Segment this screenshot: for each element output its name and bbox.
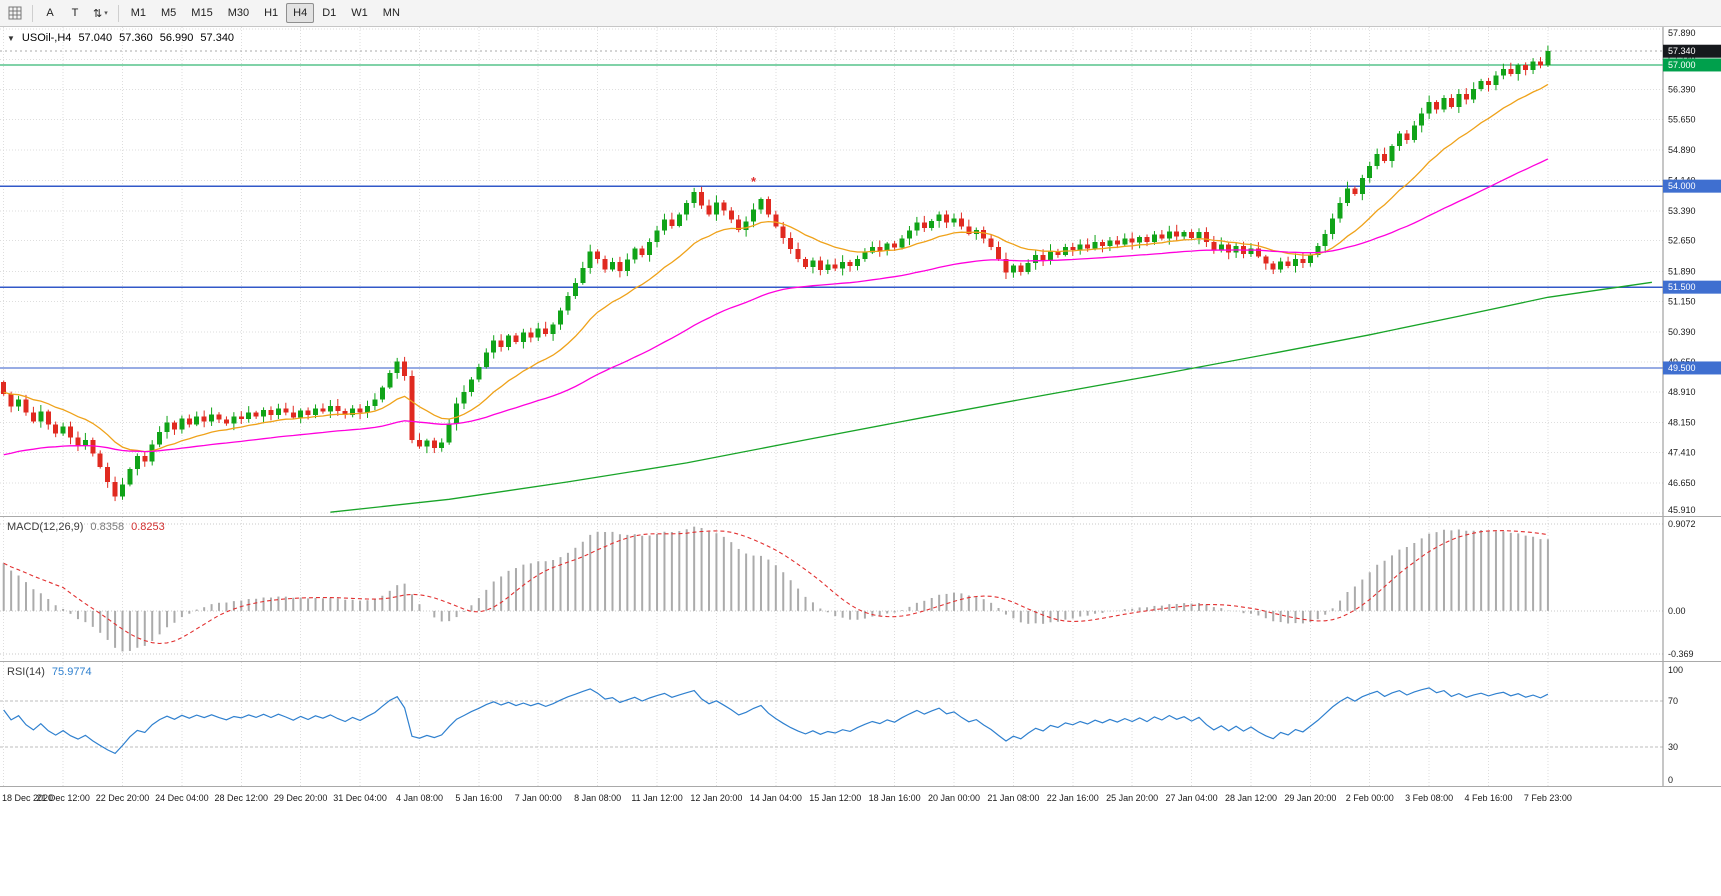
svg-text:0.00: 0.00 — [1668, 606, 1686, 616]
toolbar-separator — [32, 4, 33, 22]
updown-arrows-icon: ⇅ — [93, 7, 103, 20]
timeframe-m5-button[interactable]: M5 — [154, 3, 183, 23]
date-label: 22 Jan 16:00 — [1047, 793, 1099, 803]
svg-text:0.9072: 0.9072 — [1668, 519, 1696, 529]
svg-text:48.150: 48.150 — [1668, 418, 1696, 428]
vertical-gridlines — [3, 27, 1549, 516]
svg-text:54.000: 54.000 — [1668, 181, 1696, 191]
rsi-canvas[interactable]: 100 70 30 0 — [0, 662, 1721, 786]
svg-text:47.410: 47.410 — [1668, 447, 1696, 457]
date-label: 8 Jan 08:00 — [574, 793, 621, 803]
macd-canvas[interactable]: 0.9072 0.00 -0.369 — [0, 517, 1721, 661]
date-label: 18 Dec 2020 — [2, 793, 53, 803]
date-label: 22 Dec 20:00 — [96, 793, 150, 803]
chart-annotation: * — [751, 174, 757, 189]
date-label: 7 Feb 23:00 — [1524, 793, 1572, 803]
date-label: 31 Dec 04:00 — [333, 793, 387, 803]
timeframe-group: M1 M5 M15 M30 H1 H4 D1 W1 MN — [124, 3, 407, 23]
date-label: 18 Jan 16:00 — [869, 793, 921, 803]
svg-text:53.390: 53.390 — [1668, 206, 1696, 216]
svg-text:57.340: 57.340 — [1668, 46, 1696, 56]
date-label: 28 Dec 12:00 — [215, 793, 269, 803]
svg-text:52.650: 52.650 — [1668, 236, 1696, 246]
svg-text:54.890: 54.890 — [1668, 145, 1696, 155]
svg-text:-0.369: -0.369 — [1668, 649, 1694, 659]
svg-text:0: 0 — [1668, 775, 1673, 785]
svg-text:51.500: 51.500 — [1668, 282, 1696, 292]
timeframe-m15-button[interactable]: M15 — [184, 3, 219, 23]
chart-grid-icon-button[interactable] — [3, 3, 27, 23]
date-label: 4 Jan 08:00 — [396, 793, 443, 803]
date-label: 11 Jan 12:00 — [631, 793, 682, 803]
price-level-box — [1663, 179, 1721, 193]
rsi-line — [3, 687, 1549, 755]
svg-text:51.150: 51.150 — [1668, 296, 1696, 306]
fast-ma-line — [3, 83, 1549, 453]
price-level-box — [1663, 280, 1721, 294]
svg-text:100: 100 — [1668, 665, 1683, 675]
svg-text:46.650: 46.650 — [1668, 478, 1696, 488]
date-label: 27 Jan 04:00 — [1166, 793, 1218, 803]
date-label: 5 Jan 16:00 — [455, 793, 502, 803]
date-label: 28 Jan 12:00 — [1225, 793, 1277, 803]
candles — [1, 45, 1551, 502]
macd-histogram — [2, 526, 1549, 652]
main-chart-panel: 57.89057.14056.39055.65054.89054.14053.3… — [0, 27, 1721, 516]
svg-text:57.890: 57.890 — [1668, 28, 1696, 38]
vertical-gridlines — [3, 662, 1549, 786]
date-label: 3 Feb 08:00 — [1405, 793, 1453, 803]
date-label: 2 Feb 00:00 — [1346, 793, 1394, 803]
mid-ma-line — [3, 158, 1549, 456]
date-label: 12 Jan 20:00 — [690, 793, 742, 803]
timeframe-d1-button[interactable]: D1 — [315, 3, 343, 23]
cycle-symbols-dropdown-button[interactable]: ⇅ ▾ — [88, 3, 113, 23]
timeframe-w1-button[interactable]: W1 — [344, 3, 375, 23]
svg-text:50.390: 50.390 — [1668, 327, 1696, 337]
svg-text:56.390: 56.390 — [1668, 85, 1696, 95]
svg-text:55.650: 55.650 — [1668, 114, 1696, 124]
date-label: 15 Jan 12:00 — [809, 793, 861, 803]
svg-text:70: 70 — [1668, 696, 1678, 706]
svg-text:45.910: 45.910 — [1668, 505, 1696, 515]
date-label: 21 Jan 08:00 — [987, 793, 1039, 803]
chevron-down-icon: ▾ — [104, 10, 108, 17]
svg-text:30: 30 — [1668, 742, 1678, 752]
date-label: 29 Dec 20:00 — [274, 793, 328, 803]
empty-area — [0, 809, 1721, 896]
date-label: 24 Dec 04:00 — [155, 793, 209, 803]
date-label: 21 Dec 12:00 — [36, 793, 90, 803]
price-chart-canvas[interactable]: 57.89057.14056.39055.65054.89054.14053.3… — [0, 27, 1721, 516]
text-tool-button[interactable]: T — [63, 3, 87, 23]
time-axis-panel: 18 Dec 2020 21 Dec 12:00 22 Dec 20:00 24 De… — [0, 786, 1721, 809]
timeframe-m1-button[interactable]: M1 — [124, 3, 153, 23]
timeframe-m30-button[interactable]: M30 — [221, 3, 256, 23]
cursor-tool-button[interactable]: A — [38, 3, 62, 23]
macd-signal-line — [3, 530, 1548, 645]
top-toolbar: A T ⇅ ▾ M1 M5 M15 M30 H1 H4 D1 W1 MN — [0, 0, 1721, 27]
date-label: 14 Jan 04:00 — [750, 793, 802, 803]
price-level-box — [1663, 58, 1721, 72]
date-label: 29 Jan 20:00 — [1284, 793, 1336, 803]
svg-text:51.890: 51.890 — [1668, 266, 1696, 276]
toolbar-separator — [117, 4, 119, 22]
timeframe-mn-button[interactable]: MN — [376, 3, 407, 23]
timeframe-h4-button[interactable]: H4 — [286, 3, 315, 23]
price-level-box — [1663, 361, 1721, 375]
rsi-panel: 100 70 30 0 RSI(14) 75.9774 — [0, 661, 1721, 786]
date-label: 20 Jan 00:00 — [928, 793, 980, 803]
chart-grid-icon — [8, 6, 22, 20]
svg-text:49.500: 49.500 — [1668, 363, 1696, 373]
slow-ma-line — [330, 281, 1652, 513]
symbol-dropdown-icon[interactable]: ▼ — [7, 33, 15, 43]
timeframe-h1-button[interactable]: H1 — [257, 3, 285, 23]
svg-text:48.910: 48.910 — [1668, 387, 1696, 397]
svg-text:57.000: 57.000 — [1668, 60, 1696, 70]
price-level-box — [1663, 44, 1721, 58]
date-label: 25 Jan 20:00 — [1106, 793, 1158, 803]
date-label: 4 Feb 16:00 — [1465, 793, 1513, 803]
macd-panel: 0.9072 0.00 -0.369 MACD(12,26,9) 0.8358 0.… — [0, 516, 1721, 661]
date-label: 7 Jan 00:00 — [515, 793, 562, 803]
